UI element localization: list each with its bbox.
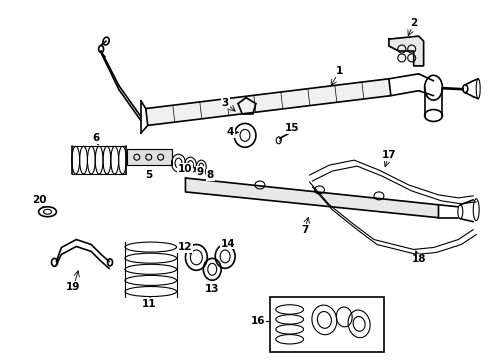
Text: 17: 17 xyxy=(381,150,395,160)
Bar xyxy=(127,149,171,165)
Text: 7: 7 xyxy=(300,225,307,235)
Text: 15: 15 xyxy=(284,123,298,134)
Text: 16: 16 xyxy=(250,316,264,326)
Text: 18: 18 xyxy=(410,255,425,264)
Text: 4: 4 xyxy=(226,127,233,138)
Text: 11: 11 xyxy=(141,299,156,309)
Polygon shape xyxy=(185,178,438,218)
Text: 5: 5 xyxy=(145,170,152,180)
Text: 6: 6 xyxy=(92,133,100,143)
Text: 13: 13 xyxy=(204,284,219,294)
Bar xyxy=(269,297,383,352)
Text: 12: 12 xyxy=(178,243,192,252)
Text: 1: 1 xyxy=(335,66,342,76)
Text: 19: 19 xyxy=(66,282,81,292)
Text: 8: 8 xyxy=(206,170,213,180)
Text: 2: 2 xyxy=(409,18,416,28)
Text: 9: 9 xyxy=(196,167,203,177)
Text: 20: 20 xyxy=(32,195,47,205)
Text: 3: 3 xyxy=(221,98,228,108)
Text: 14: 14 xyxy=(221,239,235,248)
Text: 10: 10 xyxy=(178,164,192,174)
Polygon shape xyxy=(145,79,390,125)
Polygon shape xyxy=(388,36,423,66)
